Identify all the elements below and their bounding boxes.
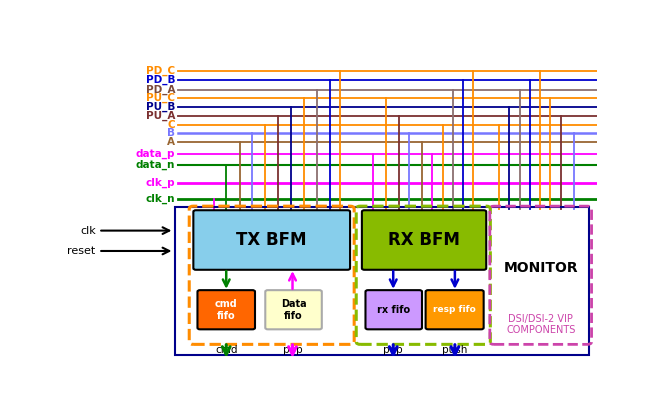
FancyBboxPatch shape — [194, 210, 350, 270]
FancyBboxPatch shape — [365, 290, 422, 329]
Text: PD_B: PD_B — [146, 75, 175, 85]
FancyBboxPatch shape — [265, 290, 322, 329]
Text: DSI/DSI-2 VIP
COMPONENTS: DSI/DSI-2 VIP COMPONENTS — [506, 314, 575, 335]
FancyBboxPatch shape — [426, 290, 484, 329]
Text: B: B — [167, 129, 175, 138]
Text: clk_n: clk_n — [146, 194, 175, 204]
Text: Data
fifo: Data fifo — [280, 299, 306, 321]
Bar — [175, 207, 589, 355]
Text: push: push — [442, 345, 467, 354]
Text: pop: pop — [383, 345, 403, 354]
Text: PU_B: PU_B — [146, 102, 175, 112]
Text: data_p: data_p — [136, 149, 175, 159]
Text: rx fifo: rx fifo — [377, 305, 410, 315]
Text: RX BFM: RX BFM — [388, 231, 460, 249]
Text: C: C — [168, 120, 175, 130]
Text: pop: pop — [282, 345, 302, 354]
Text: PU_A: PU_A — [146, 111, 175, 121]
Text: clk_p: clk_p — [146, 178, 175, 188]
Text: clk: clk — [80, 225, 95, 236]
FancyBboxPatch shape — [198, 290, 255, 329]
Text: TX BFM: TX BFM — [237, 231, 307, 249]
Text: A: A — [167, 137, 175, 147]
Text: data_n: data_n — [136, 160, 175, 170]
FancyBboxPatch shape — [362, 210, 486, 270]
Text: PD_A: PD_A — [146, 84, 175, 95]
Text: reset: reset — [68, 246, 95, 256]
Text: resp fifo: resp fifo — [433, 305, 476, 314]
Text: PU_C: PU_C — [147, 93, 175, 103]
Text: cmd
fifo: cmd fifo — [215, 299, 237, 321]
Text: MONITOR: MONITOR — [503, 261, 578, 275]
Text: cmd: cmd — [215, 345, 237, 354]
Text: PD_C: PD_C — [147, 66, 175, 76]
